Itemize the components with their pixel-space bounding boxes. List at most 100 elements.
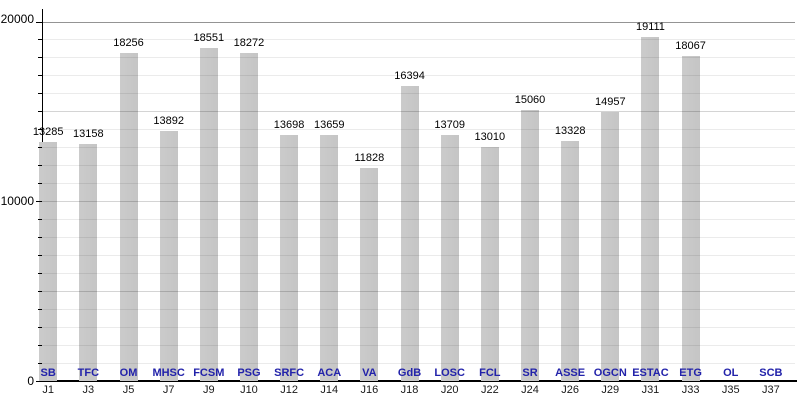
value-label-J22: 13010	[474, 131, 506, 144]
team-label-ACA: ACA	[317, 367, 342, 379]
day-label-J24: J24	[521, 384, 539, 396]
y-tick-label-10000: 10000	[0, 194, 34, 208]
bar-J26	[561, 141, 580, 381]
bar-J18	[400, 86, 419, 381]
bar-J20	[440, 134, 459, 381]
value-label-J3: 13158	[73, 128, 104, 141]
gridline-9000	[42, 219, 795, 221]
day-label-J5: J5	[122, 384, 135, 396]
value-label-J29: 14957	[595, 96, 626, 109]
value-label-J18: 16394	[394, 70, 425, 83]
gridline-19000	[42, 39, 795, 41]
gridline-10000	[42, 201, 795, 203]
bar-J14	[320, 135, 339, 381]
day-label-J16: J16	[360, 384, 379, 396]
team-label-ETG: ETG	[679, 367, 702, 379]
day-label-J31: J31	[641, 384, 660, 396]
bar-J16	[360, 168, 379, 381]
y-tick-15000	[38, 111, 42, 113]
gridline-17000	[42, 75, 795, 77]
bar-J31	[641, 37, 660, 381]
value-label-J5: 18256	[113, 36, 144, 49]
team-label-SCB: SCB	[759, 367, 783, 379]
value-label-J9: 18551	[193, 31, 225, 44]
bar-J7	[159, 131, 178, 381]
value-label-J33: 18067	[675, 40, 706, 53]
value-label-J14: 13659	[313, 119, 345, 132]
value-label-J12: 13698	[273, 118, 305, 131]
y-tick-8000	[38, 237, 42, 239]
y-tick-19000	[38, 39, 42, 41]
bar-J10	[239, 52, 258, 381]
bar-J12	[280, 134, 299, 381]
x-axis-line	[41, 380, 797, 382]
y-tick-10000	[36, 201, 42, 203]
team-label-ESTAC: ESTAC	[632, 367, 669, 379]
gridline-7000	[42, 255, 795, 257]
gridline-5000	[42, 291, 795, 293]
team-label-FCL: FCL	[479, 367, 501, 379]
gridline-14000	[42, 129, 795, 131]
y-tick-13000	[38, 147, 42, 149]
y-tick-12000	[38, 165, 42, 167]
gridline-15000	[42, 111, 795, 113]
y-tick-0	[36, 381, 42, 382]
gridline-20000	[42, 21, 795, 23]
team-label-OM: OM	[119, 367, 138, 379]
value-label-J20: 13709	[434, 118, 465, 131]
day-label-J18: J18	[400, 384, 419, 396]
day-label-J10: J10	[240, 384, 258, 396]
gridline-6000	[42, 273, 795, 275]
value-label-J24: 15060	[514, 94, 546, 107]
gridline-4000	[42, 309, 795, 311]
day-label-J12: J12	[280, 384, 298, 396]
day-label-J26: J26	[561, 384, 580, 396]
gridline-2000	[42, 345, 795, 347]
value-label-J26: 13328	[554, 125, 586, 138]
day-label-J1: J1	[42, 384, 54, 396]
team-label-VA: VA	[362, 367, 377, 379]
gridline-13000	[42, 147, 795, 149]
y-tick-17000	[38, 75, 42, 77]
team-label-OGCN: OGCN	[593, 367, 627, 379]
bar-J3	[79, 144, 98, 381]
day-label-J29: J29	[601, 384, 620, 396]
bar-J9	[199, 47, 218, 381]
day-label-J35: J35	[721, 384, 740, 396]
team-label-SB: SB	[40, 367, 56, 379]
team-label-TFC: TFC	[77, 367, 100, 379]
team-label-MHSC: MHSC	[152, 367, 185, 379]
y-tick-14000	[38, 129, 42, 131]
gridline-11000	[42, 183, 795, 185]
y-tick-16000	[38, 93, 42, 95]
value-label-J7: 13892	[153, 115, 184, 128]
value-label-J10: 18272	[233, 36, 265, 49]
bar-J22	[480, 147, 499, 381]
y-tick-label-0: 0	[27, 374, 34, 388]
gridline-3000	[42, 327, 795, 329]
day-label-J20: J20	[440, 384, 459, 396]
y-tick-3000	[38, 327, 42, 329]
gridline-18000	[42, 57, 795, 59]
team-label-SRFC: SRFC	[274, 367, 305, 379]
team-label-OL: OL	[723, 367, 739, 379]
bar-J24	[521, 110, 539, 381]
y-tick-2000	[38, 345, 42, 347]
day-label-J9: J9	[202, 384, 215, 396]
y-tick-18000	[38, 57, 42, 59]
gridline-12000	[42, 165, 795, 167]
gridline-8000	[42, 237, 795, 239]
value-label-J16: 11828	[354, 152, 385, 165]
y-tick-6000	[38, 273, 42, 275]
y-tick-5000	[38, 291, 42, 293]
y-tick-1000	[38, 363, 42, 365]
bar-J29	[601, 112, 620, 381]
day-label-J22: J22	[480, 384, 499, 396]
team-label-GdB: GdB	[397, 367, 422, 379]
y-tick-9000	[38, 219, 42, 221]
day-label-J7: J7	[162, 384, 175, 396]
y-tick-7000	[38, 255, 42, 257]
team-label-ASSE: ASSE	[555, 367, 586, 379]
gridline-16000	[42, 93, 795, 95]
